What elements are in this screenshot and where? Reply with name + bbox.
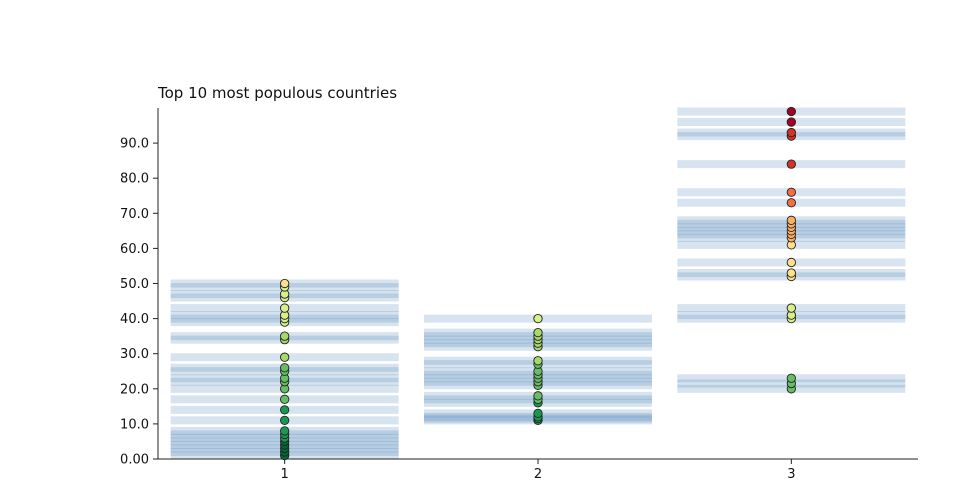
data-point[interactable] xyxy=(533,408,543,419)
data-point[interactable] xyxy=(280,363,290,373)
data-point[interactable] xyxy=(786,127,796,138)
data-point[interactable] xyxy=(280,331,290,341)
y-tick-label: 40.0 xyxy=(120,312,149,327)
data-point[interactable] xyxy=(786,303,796,313)
data-point[interactable] xyxy=(280,426,290,436)
data-point[interactable] xyxy=(786,215,796,225)
x-tick-label: 3 xyxy=(787,467,795,482)
points-layer xyxy=(280,106,796,461)
data-point[interactable] xyxy=(786,106,796,117)
data-point[interactable] xyxy=(280,278,290,289)
x-tick-label: 2 xyxy=(534,467,542,482)
data-point[interactable] xyxy=(533,327,543,338)
y-tick-label: 20.0 xyxy=(120,382,149,397)
y-tick-label: 0.00 xyxy=(120,453,149,468)
chart-title: Top 10 most populous countries xyxy=(157,84,397,102)
data-point[interactable] xyxy=(786,257,796,268)
data-point[interactable] xyxy=(533,313,543,324)
data-point[interactable] xyxy=(533,391,543,401)
x-tick-label: 1 xyxy=(281,467,289,482)
y-tick-label: 70.0 xyxy=(120,207,149,222)
y-tick-label: 60.0 xyxy=(120,242,149,257)
data-point[interactable] xyxy=(786,373,796,383)
y-tick-label: 90.0 xyxy=(120,137,149,152)
y-tick-label: 10.0 xyxy=(120,417,149,432)
data-point[interactable] xyxy=(786,187,796,197)
data-point[interactable] xyxy=(280,405,290,415)
y-tick-label: 80.0 xyxy=(120,172,149,187)
data-point[interactable] xyxy=(786,198,796,208)
y-tick-label: 30.0 xyxy=(120,347,149,362)
y-tick-label: 50.0 xyxy=(120,277,149,292)
data-point[interactable] xyxy=(786,117,796,127)
data-point[interactable] xyxy=(533,356,543,366)
data-point[interactable] xyxy=(786,159,796,169)
data-point[interactable] xyxy=(280,415,290,426)
data-point[interactable] xyxy=(280,303,290,313)
data-point[interactable] xyxy=(280,352,290,362)
data-point[interactable] xyxy=(280,394,290,404)
data-point[interactable] xyxy=(786,268,796,278)
